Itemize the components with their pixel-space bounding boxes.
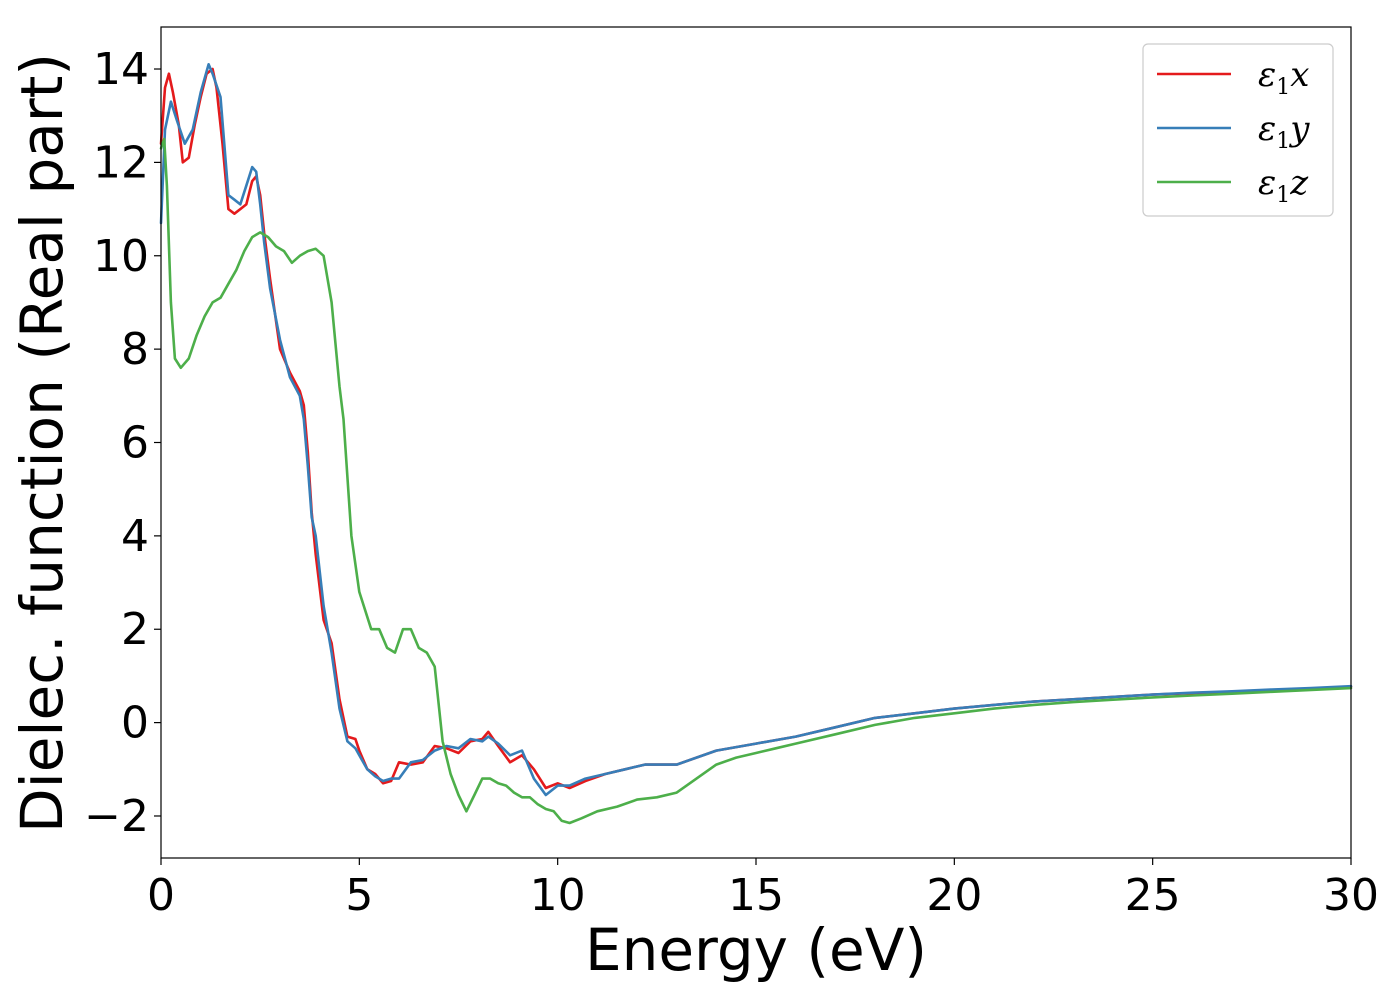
legend-label-x: ε1x [1258, 55, 1309, 100]
y-tick-label: 8 [121, 324, 149, 375]
x-tick-label: 5 [345, 870, 373, 921]
x-axis-title: Energy (eV) [585, 916, 927, 984]
y-tick-label: 0 [121, 698, 149, 749]
plot-lines [159, 63, 1353, 825]
x-tick-label: 25 [1125, 870, 1181, 921]
legend-label-z: ε1z [1258, 163, 1309, 208]
y-tick-label: 6 [121, 418, 149, 469]
x-tick-label: 30 [1323, 870, 1379, 921]
y-axis-title: Dielec. function (Real part) [8, 53, 76, 833]
legend: ε1x ε1y ε1z [1142, 43, 1334, 217]
x-axis: 0 5 10 15 20 25 30 [147, 858, 1379, 921]
y-tick-label: 4 [121, 511, 149, 562]
y-tick-label: −2 [84, 791, 149, 842]
x-tick-label: 20 [926, 870, 982, 921]
y-tick-label: 10 [93, 231, 149, 282]
x-tick-label: 0 [147, 870, 175, 921]
x-tick-label: 15 [728, 870, 784, 921]
x-tick-label: 10 [530, 870, 586, 921]
legend-label-y: ε1y [1258, 109, 1310, 154]
series-line-y [159, 63, 1353, 797]
y-tick-label: 12 [93, 137, 149, 188]
legend-box [1142, 43, 1334, 217]
series-line-z [159, 137, 1353, 825]
y-tick-label: 14 [93, 44, 149, 95]
y-tick-label: 2 [121, 604, 149, 655]
y-axis: −2 0 2 4 6 8 10 12 14 [84, 44, 161, 842]
